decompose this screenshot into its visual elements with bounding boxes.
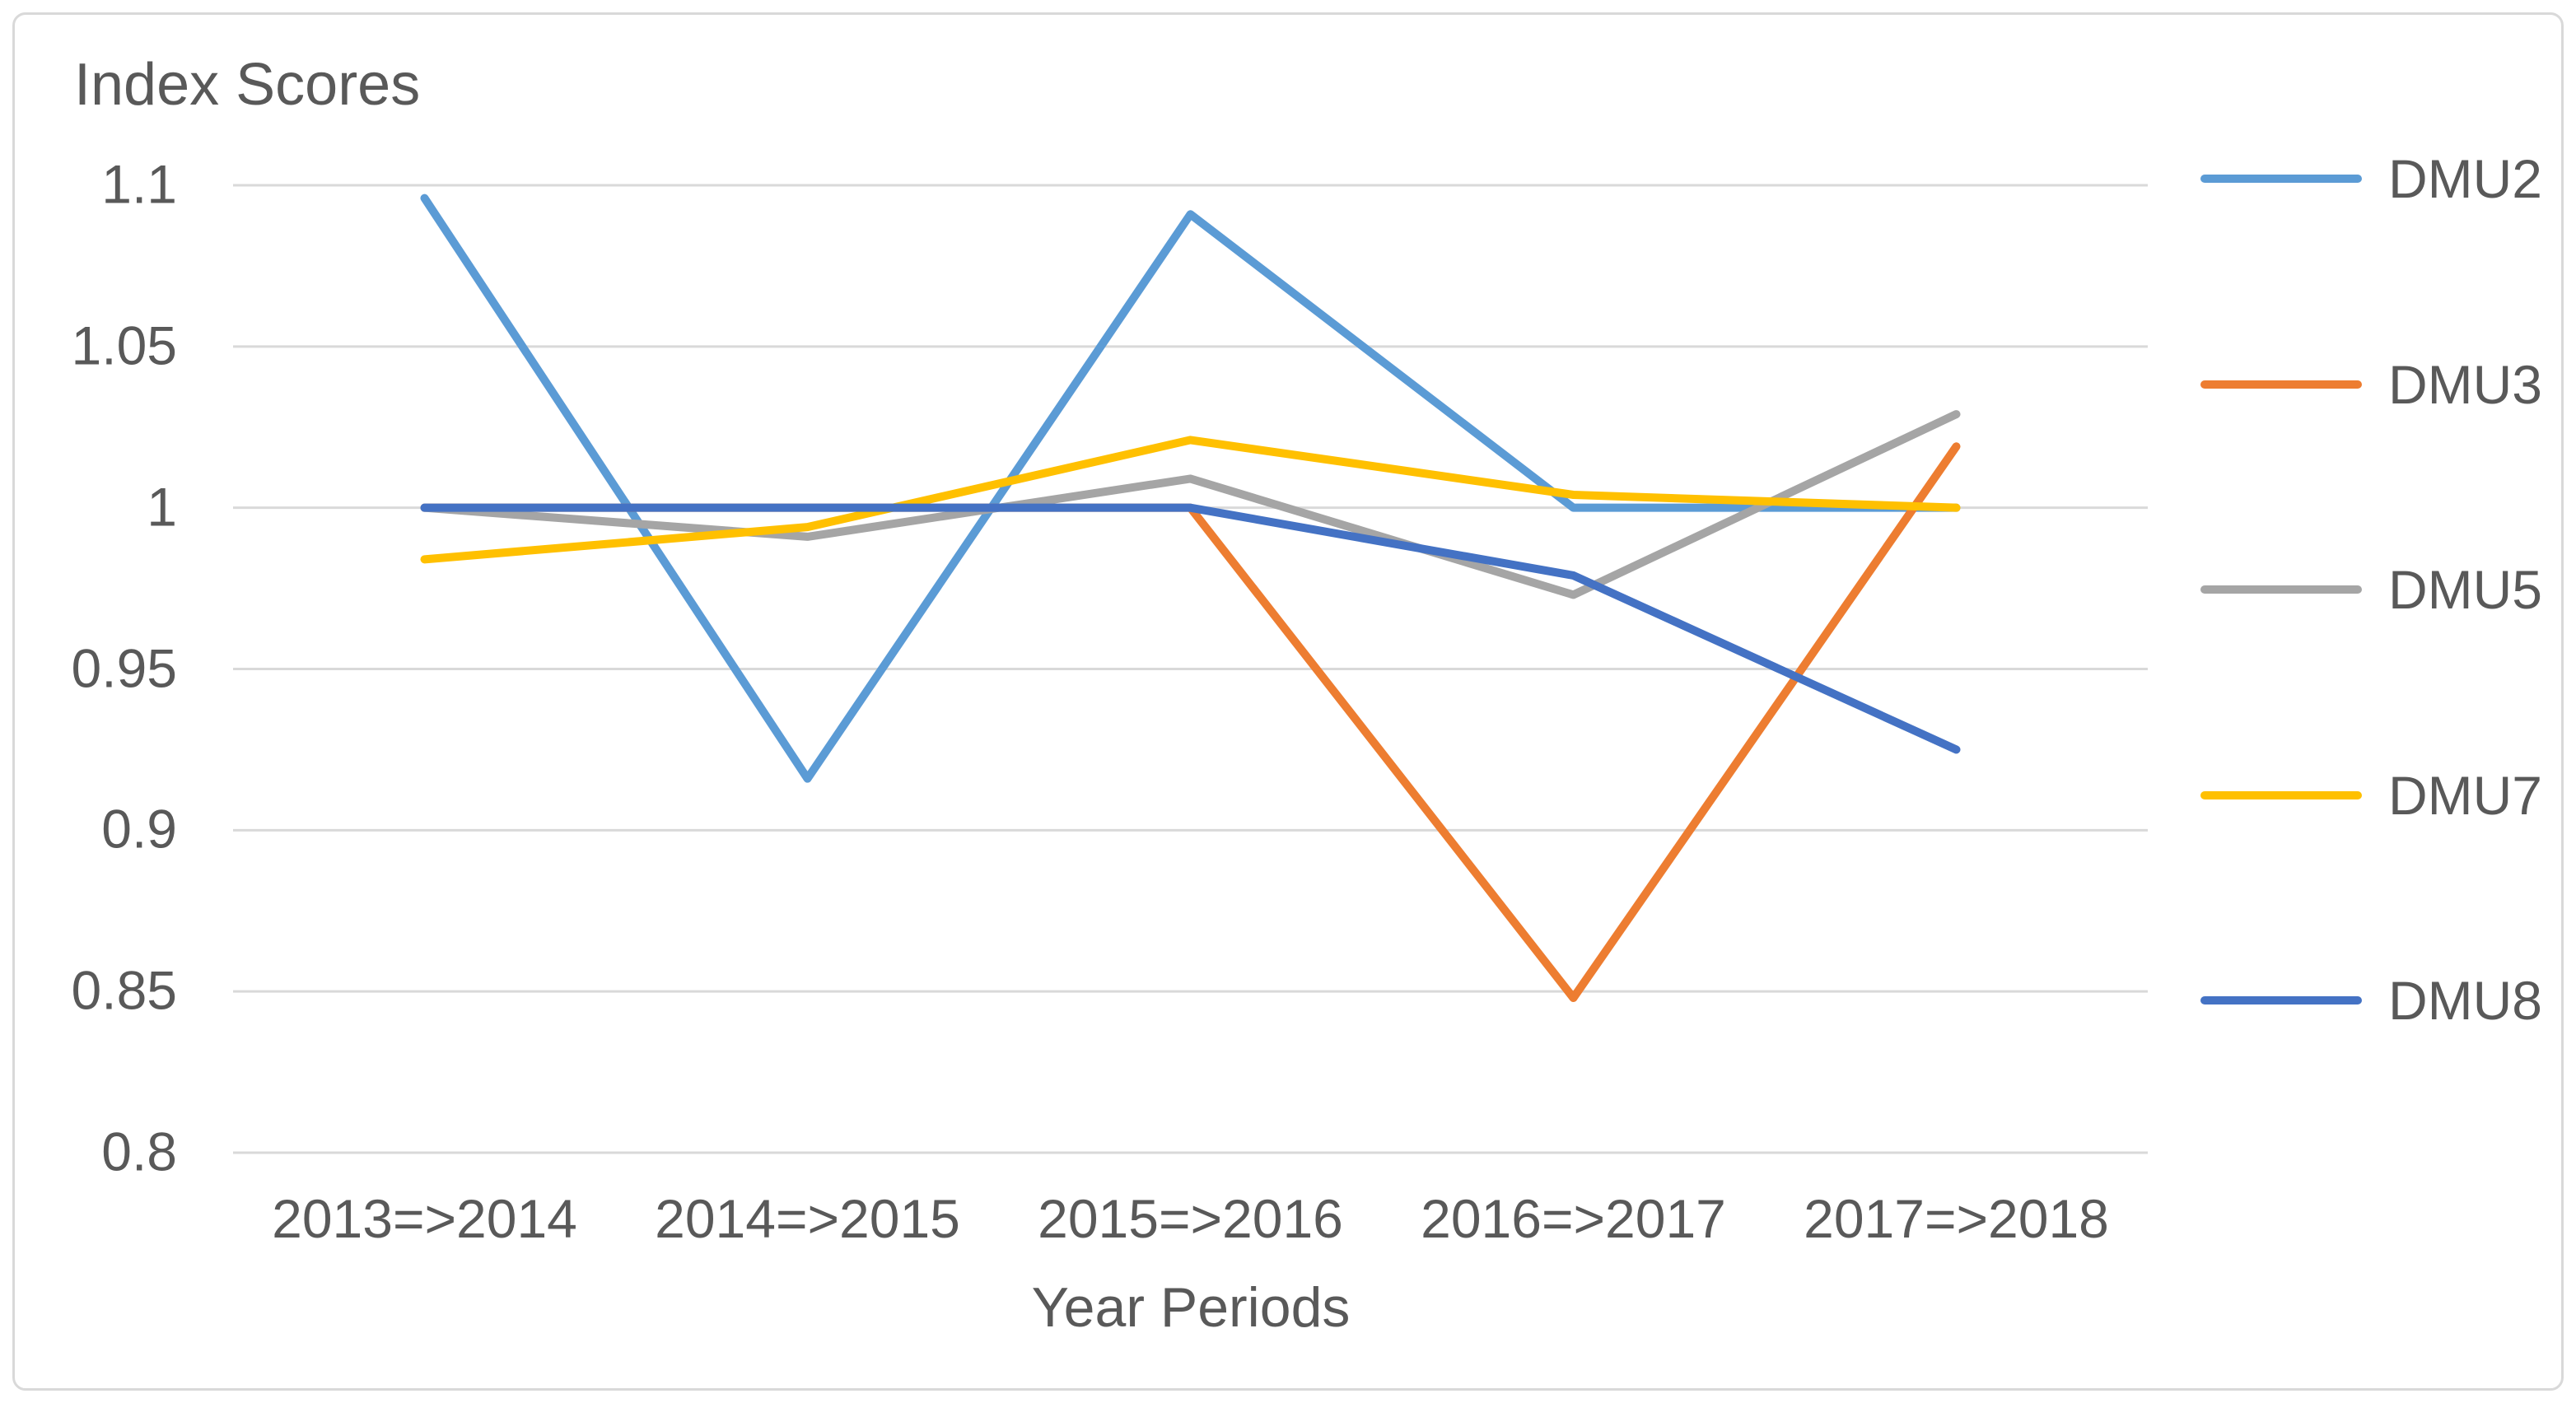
y-tick-label: 0.8 bbox=[101, 1121, 177, 1182]
x-tick-label: 2017=>2018 bbox=[1804, 1188, 2109, 1249]
legend-label: DMU8 bbox=[2388, 970, 2543, 1031]
series-line-DMU8 bbox=[420, 503, 1961, 754]
x-tick-label: 2014=>2015 bbox=[655, 1188, 960, 1249]
y-tick-label: 1.1 bbox=[101, 153, 177, 215]
series-line-DMU2 bbox=[420, 193, 1961, 783]
legend-item-DMU2: DMU2 bbox=[2200, 147, 2542, 210]
legend-label: DMU2 bbox=[2388, 148, 2543, 209]
legend-label: DMU7 bbox=[2388, 764, 2543, 826]
y-tick-label: 1 bbox=[147, 476, 177, 538]
series-line-DMU7 bbox=[420, 436, 1961, 564]
legend-item-DMU5: DMU5 bbox=[2200, 558, 2542, 621]
y-tick-label: 0.85 bbox=[71, 959, 177, 1021]
y-tick-label: 1.05 bbox=[71, 315, 177, 376]
legend-line-swatch-DMU2 bbox=[2200, 175, 2362, 183]
y-tick-label: 0.9 bbox=[101, 798, 177, 860]
legend-label: DMU3 bbox=[2388, 353, 2543, 415]
x-tick-label: 2016=>2017 bbox=[1421, 1188, 1726, 1249]
legend-line-swatch-DMU5 bbox=[2200, 585, 2362, 594]
legend-item-DMU7: DMU7 bbox=[2200, 764, 2542, 827]
series-line-DMU5 bbox=[420, 410, 1961, 599]
x-axis-title: Year Periods bbox=[1031, 1276, 1351, 1339]
legend-item-DMU3: DMU3 bbox=[2200, 353, 2542, 416]
legend-label: DMU5 bbox=[2388, 559, 2543, 620]
y-tick-label: 0.95 bbox=[71, 636, 177, 698]
chart-title: Index Scores bbox=[74, 52, 421, 118]
legend-line-swatch-DMU3 bbox=[2200, 380, 2362, 389]
x-tick-label: 2013=>2014 bbox=[272, 1188, 577, 1249]
legend-item-DMU8: DMU8 bbox=[2200, 969, 2542, 1032]
x-tick-label: 2015=>2016 bbox=[1038, 1188, 1343, 1249]
legend-line-swatch-DMU8 bbox=[2200, 996, 2362, 1004]
legend-line-swatch-DMU7 bbox=[2200, 790, 2362, 799]
